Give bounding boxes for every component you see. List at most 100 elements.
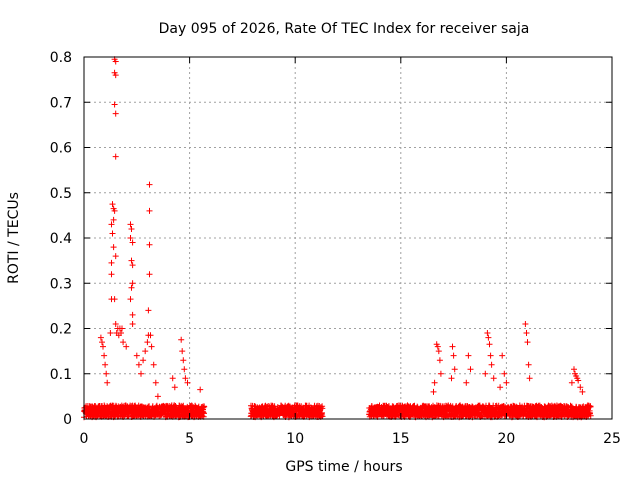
roti-point — [103, 370, 110, 377]
roti-point — [485, 334, 492, 341]
y-tick-label: 0.6 — [50, 141, 72, 157]
roti-point — [526, 375, 533, 382]
x-tick-label: 15 — [392, 431, 410, 447]
roti-point — [129, 321, 136, 327]
roti-point — [144, 339, 151, 346]
roti-point — [128, 226, 135, 232]
roti-point — [486, 341, 493, 348]
roti-point — [317, 404, 324, 411]
roti-point — [129, 262, 136, 269]
roti-point — [197, 386, 204, 393]
roti-point — [112, 110, 119, 117]
roti-point — [448, 375, 455, 382]
y-tick-label: 0.3 — [50, 276, 72, 292]
roti-point — [128, 257, 135, 264]
roti-point — [129, 239, 136, 246]
roti-point — [112, 58, 119, 65]
roti-point — [108, 221, 115, 228]
roti-point — [119, 325, 125, 332]
x-tick-labels: 0 5 10 15 20 25 — [80, 431, 621, 447]
data-points — [81, 56, 594, 421]
roti-point — [499, 352, 506, 359]
roti-point — [451, 366, 458, 373]
roti-point — [104, 379, 111, 386]
roti-point — [180, 357, 187, 364]
roti-point — [319, 413, 326, 420]
roti-point — [319, 405, 326, 412]
roti-point — [147, 332, 154, 339]
y-tick-labels: 0 0.1 0.2 0.3 0.4 0.5 0.6 0.7 0.8 — [50, 50, 72, 428]
y-tick-label: 0.5 — [50, 186, 72, 202]
axis-ticks — [83, 56, 613, 420]
roti-point — [435, 348, 442, 355]
roti-point — [503, 379, 510, 386]
roti-point — [129, 280, 136, 287]
roti-point — [148, 343, 155, 350]
roti-point — [127, 235, 134, 241]
x-tick-label: 20 — [497, 431, 515, 447]
roti-point — [133, 352, 140, 359]
roti-point — [490, 375, 497, 382]
roti-point — [110, 216, 117, 223]
y-axis-label: ROTI / TECUs — [6, 192, 22, 284]
roti-point — [99, 339, 105, 346]
roti-point — [108, 271, 115, 278]
roti-point — [178, 336, 185, 343]
roti-point — [112, 153, 119, 160]
roti-point — [101, 352, 108, 359]
roti-point — [109, 201, 116, 208]
roti-point — [135, 361, 142, 368]
x-tick-label: 25 — [603, 431, 621, 447]
roti-point — [436, 357, 443, 364]
y-tick-label: 0.2 — [50, 322, 72, 338]
y-tick-label: 0 — [63, 412, 72, 428]
roti-point — [111, 207, 118, 214]
roti-point — [587, 403, 594, 410]
roti-point — [127, 296, 134, 303]
roti-point — [123, 343, 130, 350]
roti-point — [579, 388, 586, 395]
y-tick-label: 0.4 — [50, 231, 72, 247]
y-tick-label: 0.1 — [50, 367, 72, 383]
roti-point — [463, 379, 470, 386]
roti-point — [146, 207, 153, 214]
roti-point — [118, 330, 124, 336]
roti-point — [108, 259, 115, 266]
roti-point — [120, 339, 127, 346]
roti-point — [152, 379, 159, 386]
roti-point — [482, 370, 489, 377]
roti-point — [501, 370, 508, 377]
roti-point — [97, 334, 104, 341]
roti-point — [525, 361, 532, 368]
y-tick-label: 0.8 — [50, 50, 72, 66]
roti-point — [577, 384, 584, 391]
roti-point — [102, 361, 109, 368]
roti-point — [111, 296, 118, 303]
roti-point — [169, 375, 176, 382]
roti-point — [107, 330, 114, 336]
roti-point — [146, 181, 153, 188]
roti-point — [587, 412, 594, 419]
roti-point — [467, 366, 474, 373]
roti-point — [146, 241, 153, 248]
roti-point — [182, 375, 189, 382]
roti-point — [140, 357, 147, 364]
x-tick-label: 10 — [286, 431, 304, 447]
roti-point — [449, 343, 456, 350]
roti-point — [145, 307, 152, 314]
roti-point — [112, 72, 119, 79]
roti-point — [497, 384, 504, 391]
chart-title: Day 095 of 2026, Rate Of TEC Index for r… — [159, 21, 530, 37]
roti-point — [111, 101, 118, 108]
roti-point — [112, 253, 119, 260]
roti-point — [571, 366, 577, 373]
roti-point — [112, 321, 119, 327]
roti-point — [100, 343, 106, 350]
roti-point — [150, 361, 157, 368]
roti-point — [171, 384, 178, 391]
roti-point — [575, 377, 582, 384]
x-tick-label: 5 — [185, 431, 194, 447]
roti-point — [201, 410, 207, 417]
roti-point — [484, 330, 491, 336]
